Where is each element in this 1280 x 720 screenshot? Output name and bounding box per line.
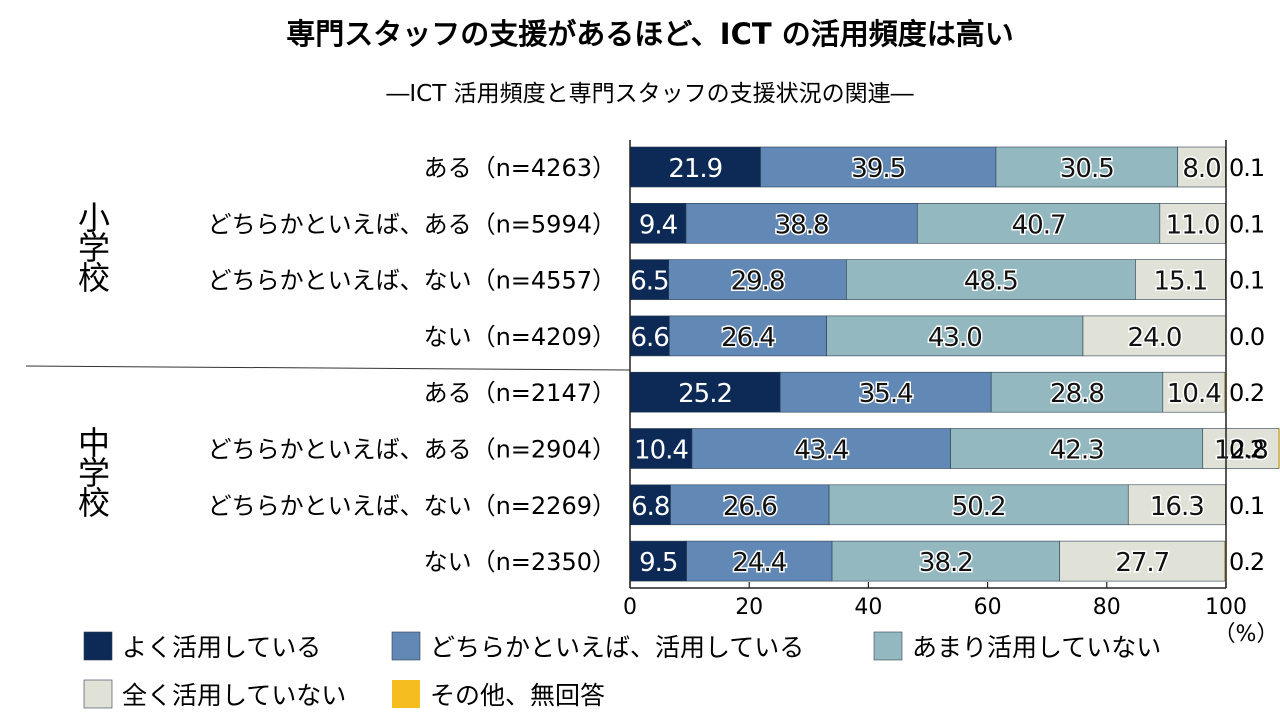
group-label: 小学校 (73, 201, 111, 293)
data-label: 48.5 (964, 267, 1018, 297)
data-label: 15.1 (1153, 267, 1207, 297)
row-label: ない（n=4209） (424, 323, 616, 351)
chart-subtitle: ―ICT 活用頻度と専門スタッフの支援状況の関連― (386, 81, 913, 107)
group-label: 中学校 (73, 426, 111, 518)
other-value-label: 0.2 (1229, 548, 1264, 576)
bar-segment (1135, 259, 1226, 300)
x-tick-label: 0 (623, 595, 637, 620)
data-label: 25.2 (678, 379, 732, 409)
bar-segment (828, 484, 1129, 526)
data-label: 38.2 (919, 548, 973, 578)
x-tick-label: 80 (1093, 595, 1121, 620)
other-value-label: 0.2 (1229, 436, 1264, 464)
other-value-label: 0.1 (1229, 267, 1264, 295)
data-label: 6.5 (630, 267, 668, 297)
data-label: 42.3 (1050, 436, 1104, 466)
bar-segment (1082, 315, 1227, 357)
bar-segment (846, 259, 1136, 300)
bar-segment (1159, 203, 1226, 244)
data-label: 10.4 (1167, 379, 1221, 409)
data-label: 9.4 (639, 210, 678, 240)
row-label: どちらかといえば、ない（n=4557） (208, 267, 616, 295)
bar-segment (990, 371, 1164, 413)
data-label: 8.0 (1182, 154, 1220, 184)
bar-segment (995, 146, 1179, 188)
x-tick-label: 20 (735, 595, 763, 620)
bar-segment (629, 203, 687, 244)
row-label: ない（n=2350） (424, 548, 616, 576)
legend-label: どちらかといえば、活用している (430, 633, 804, 662)
bar-segment (629, 484, 671, 526)
bar-segment (831, 540, 1061, 582)
other-value-label: 0.0 (1229, 323, 1264, 351)
data-label: 38.8 (775, 210, 829, 240)
other-value-label: 0.1 (1229, 210, 1264, 238)
bar-segment (669, 315, 827, 357)
bar-segment (668, 259, 847, 300)
row-label: どちらかといえば、ある（n=2904） (208, 436, 616, 464)
legend-label: その他、無回答 (430, 681, 605, 710)
data-label: 24.4 (732, 548, 786, 578)
bar-segment (1162, 371, 1226, 413)
data-label: 26.6 (723, 492, 777, 522)
row-label: どちらかといえば、ない（n=2269） (208, 492, 616, 520)
data-label: 21.9 (668, 154, 722, 184)
bar-segment (779, 371, 992, 413)
bar-segment (916, 203, 1161, 244)
bar-segment (1059, 540, 1226, 582)
data-label: 28.8 (1050, 379, 1104, 409)
bar-segment (760, 146, 997, 188)
bar-segment (629, 371, 781, 413)
data-label: 40.7 (1012, 210, 1066, 240)
legend-swatch (83, 631, 113, 661)
data-label: 43.4 (794, 436, 848, 466)
data-label: 12.8 (1214, 436, 1268, 466)
bar-segment (685, 203, 918, 244)
data-label: 29.8 (731, 267, 785, 297)
x-tick-label: 100 (1205, 595, 1247, 620)
data-label: 6.8 (631, 492, 669, 522)
bar-segment (826, 315, 1084, 357)
data-label: 26.4 (721, 323, 775, 353)
bar-segment (1127, 484, 1226, 526)
data-label: 43.0 (928, 323, 982, 353)
bar-segment (686, 540, 833, 582)
data-label: 16.3 (1150, 492, 1204, 522)
data-label: 10.4 (634, 436, 688, 466)
bar-segment (691, 428, 951, 469)
data-label: 6.6 (630, 323, 668, 353)
group-divider-line (25, 365, 631, 371)
data-label: 35.4 (859, 379, 913, 409)
bar-segment (629, 146, 761, 188)
bar-segment (629, 428, 693, 469)
x-tick-label: 40 (854, 595, 882, 620)
row-label: ある（n=2147） (424, 379, 616, 407)
row-label: ある（n=4263） (424, 154, 616, 182)
data-label: 30.5 (1060, 154, 1114, 184)
data-label: 11.0 (1166, 210, 1220, 240)
other-value-label: 0.1 (1229, 154, 1264, 182)
legend-label: 全く活用していない (122, 681, 346, 710)
legend-swatch (392, 680, 420, 708)
chart-title: 専門スタッフの支援があるほど、ICT の活用頻度は高い (286, 17, 1014, 51)
legend-label: あまり活用していない (912, 633, 1161, 662)
legend-swatch (873, 631, 903, 661)
row-label: どちらかといえば、ある（n=5994） (208, 210, 616, 238)
data-label: 27.7 (1115, 548, 1169, 578)
other-value-label: 0.1 (1229, 492, 1264, 520)
bar-segment (950, 428, 1204, 469)
legend-label: よく活用している (122, 633, 321, 662)
unit-label: （%） (1214, 622, 1279, 647)
data-label: 39.5 (851, 154, 905, 184)
x-tick-label: 60 (974, 595, 1002, 620)
other-value-label: 0.2 (1229, 379, 1264, 407)
data-label: 50.2 (952, 492, 1006, 522)
legend-swatch (391, 631, 421, 661)
data-label: 24.0 (1128, 323, 1182, 353)
data-label: 9.5 (639, 548, 677, 578)
legend-swatch (83, 679, 113, 709)
bar-segment (1177, 146, 1226, 188)
